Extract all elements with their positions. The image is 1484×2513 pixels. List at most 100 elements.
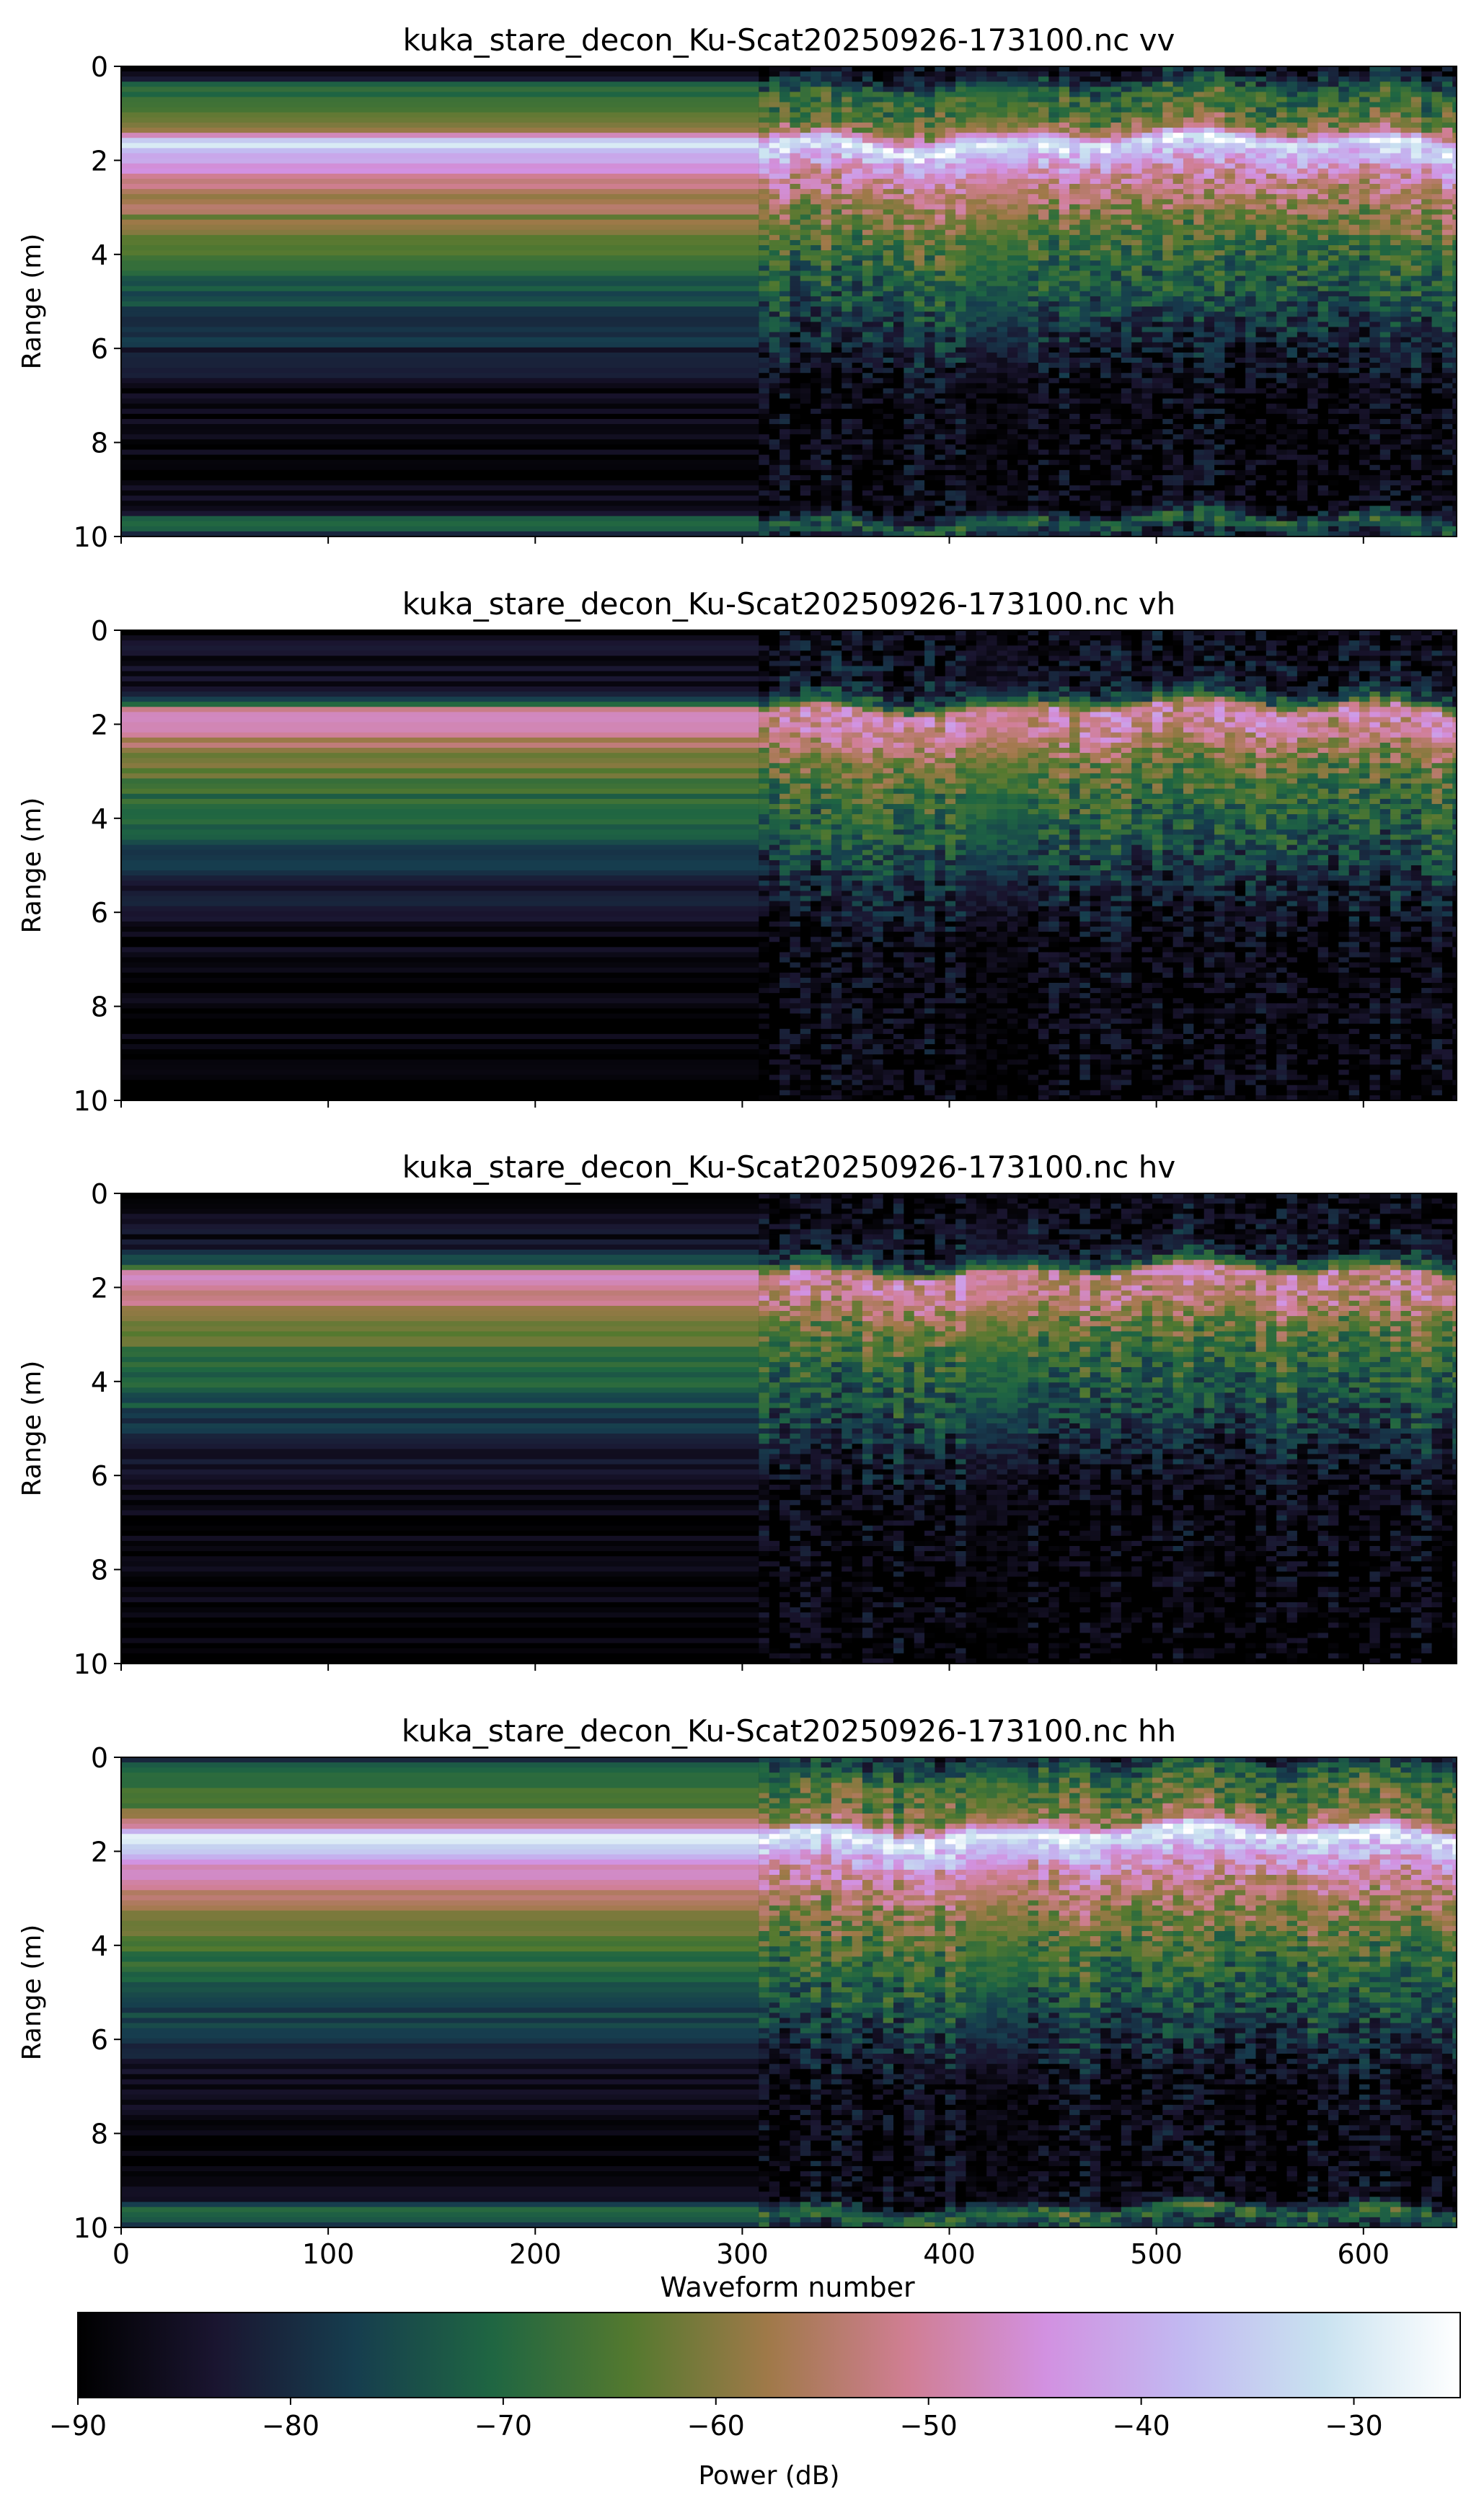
heatmap-cell — [1286, 327, 1298, 333]
heatmap-cell — [1162, 184, 1174, 190]
heatmap-cell — [986, 286, 997, 292]
heatmap-cell — [1017, 291, 1029, 297]
heatmap-cell — [1110, 117, 1122, 123]
heatmap-cell — [1059, 322, 1070, 328]
heatmap-cell — [1224, 71, 1236, 77]
heatmap-cell — [1090, 270, 1101, 277]
heatmap-cell — [1224, 485, 1236, 491]
heatmap-cell — [769, 398, 780, 405]
heatmap-cell — [1141, 347, 1153, 353]
heatmap-cell — [1028, 122, 1039, 128]
heatmap-cell — [997, 184, 1008, 190]
heatmap-cell — [779, 275, 790, 282]
heatmap-cell — [976, 255, 987, 261]
heatmap-cell — [862, 92, 873, 98]
heatmap-cell — [811, 342, 821, 348]
heatmap-cell — [121, 301, 759, 307]
heatmap-cell — [1110, 286, 1122, 292]
heatmap-cell — [1079, 148, 1091, 154]
heatmap-cell — [914, 526, 925, 532]
heatmap-cell — [1193, 133, 1205, 138]
heatmap-cell — [997, 178, 1008, 185]
heatmap-cell — [769, 301, 780, 307]
heatmap-cell — [1079, 250, 1091, 256]
heatmap-cell — [1152, 265, 1163, 272]
heatmap-cell — [811, 153, 821, 159]
heatmap-cell — [1266, 480, 1277, 486]
heatmap-cell — [862, 373, 873, 379]
heatmap-cell — [1162, 153, 1174, 159]
heatmap-cell — [1121, 239, 1132, 246]
heatmap-cell — [976, 378, 987, 384]
heatmap-cell — [1100, 291, 1111, 297]
heatmap-cell — [1079, 480, 1091, 486]
heatmap-cell — [1141, 526, 1153, 532]
heatmap-cell — [1121, 464, 1132, 471]
heatmap-cell — [893, 378, 904, 384]
heatmap-cell — [1007, 474, 1018, 481]
heatmap-cell — [1183, 485, 1194, 491]
heatmap-cell — [1079, 373, 1091, 379]
heatmap-cell — [1069, 357, 1080, 363]
heatmap-cell — [1266, 245, 1277, 251]
heatmap-cell — [1007, 204, 1018, 211]
heatmap-cell — [852, 500, 863, 507]
heatmap-cell — [1028, 148, 1039, 154]
heatmap-cell — [976, 480, 987, 486]
heatmap-cell — [1203, 332, 1215, 338]
heatmap-cell — [955, 163, 966, 169]
heatmap-cell — [1017, 265, 1029, 272]
heatmap-cell — [769, 286, 780, 292]
heatmap-cell — [1069, 107, 1080, 113]
heatmap-cell — [1214, 270, 1225, 277]
heatmap-cell — [904, 76, 915, 82]
heatmap-cell — [1100, 102, 1111, 108]
heatmap-cell — [1152, 102, 1163, 108]
heatmap-cell — [976, 239, 987, 246]
heatmap-cell — [904, 317, 915, 322]
heatmap-cell — [904, 138, 915, 143]
heatmap-cell — [1203, 199, 1215, 205]
heatmap-cell — [1028, 214, 1039, 221]
heatmap-cell — [997, 480, 1008, 486]
heatmap-cell — [1193, 429, 1205, 435]
heatmap-cell — [1069, 531, 1080, 537]
heatmap-cell — [121, 342, 759, 348]
heatmap-cell — [1100, 403, 1111, 410]
heatmap-cell — [1152, 521, 1163, 527]
heatmap-cell — [831, 204, 842, 211]
heatmap-cell — [935, 500, 946, 507]
heatmap-cell — [1266, 393, 1277, 399]
heatmap-cell — [914, 214, 925, 221]
heatmap-cell — [966, 429, 977, 435]
heatmap-cell — [831, 148, 842, 154]
heatmap-cell — [1162, 403, 1174, 410]
heatmap-cell — [1090, 424, 1101, 430]
heatmap-cell — [862, 168, 873, 175]
heatmap-cell — [883, 204, 894, 211]
heatmap-cell — [945, 138, 956, 143]
heatmap-cell — [1193, 306, 1205, 312]
heatmap-cell — [1214, 255, 1225, 261]
heatmap-cell — [997, 219, 1008, 226]
heatmap-cell — [1141, 444, 1153, 451]
heatmap-cell — [914, 204, 925, 211]
heatmap-cell — [759, 383, 770, 389]
heatmap-cell — [873, 337, 884, 343]
heatmap-cell — [935, 444, 946, 451]
heatmap-cell — [1121, 500, 1132, 507]
heatmap-cell — [945, 516, 956, 522]
heatmap-cell — [1276, 296, 1287, 302]
heatmap-cell — [1245, 128, 1256, 133]
heatmap-cell — [821, 352, 832, 358]
heatmap-cell — [935, 158, 946, 164]
heatmap-cell — [914, 138, 925, 143]
heatmap-cell — [1286, 480, 1298, 486]
heatmap-cell — [1100, 429, 1111, 435]
heatmap-cell — [1203, 178, 1215, 185]
heatmap-cell — [121, 184, 759, 190]
heatmap-cell — [1224, 337, 1236, 343]
heatmap-cell — [1183, 245, 1194, 251]
heatmap-cell — [1214, 102, 1225, 108]
heatmap-cell — [1028, 495, 1039, 501]
